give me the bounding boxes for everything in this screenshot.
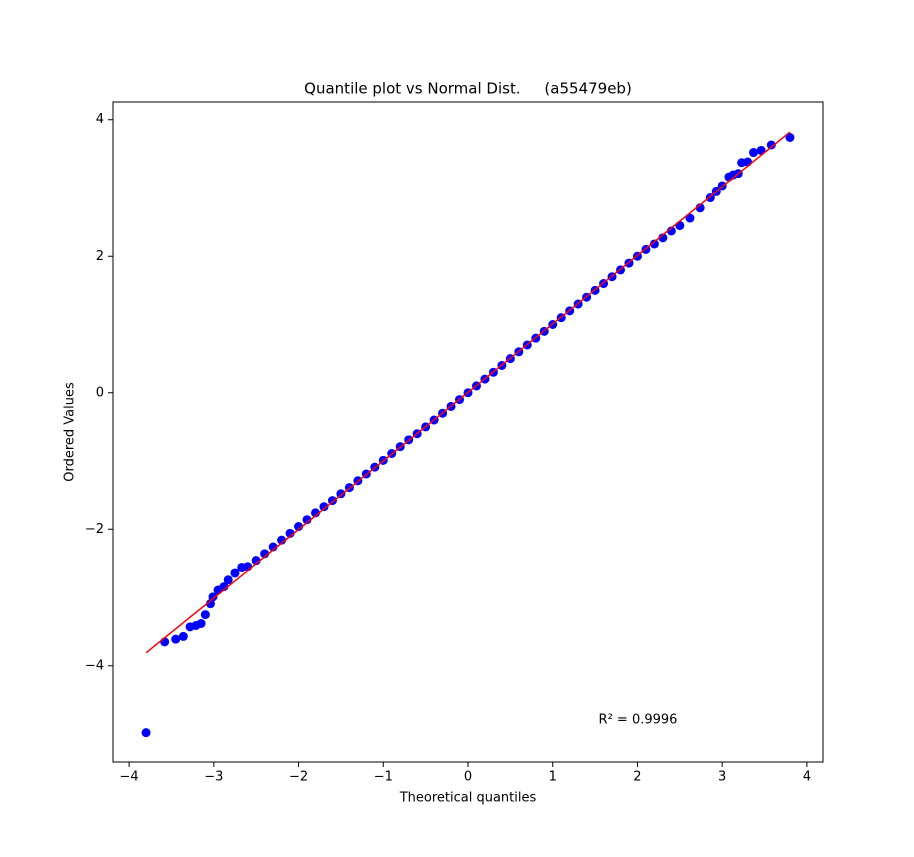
y-tick-label: −4 xyxy=(85,658,104,673)
data-point xyxy=(205,599,215,609)
data-point xyxy=(277,535,287,545)
y-tick-label: 4 xyxy=(96,112,104,127)
data-point xyxy=(785,132,795,142)
data-point xyxy=(658,233,668,243)
y-axis-label: Ordered Values xyxy=(63,382,78,482)
data-point xyxy=(268,542,278,552)
data-point xyxy=(685,213,695,223)
x-axis-label: Theoretical quantiles xyxy=(399,791,537,806)
x-tick-label: 1 xyxy=(549,770,557,785)
x-tick-label: 4 xyxy=(803,770,811,785)
data-point xyxy=(749,148,759,158)
data-point xyxy=(260,549,270,559)
x-tick-label: −1 xyxy=(374,770,393,785)
data-point xyxy=(251,556,261,566)
y-tick-label: 0 xyxy=(96,385,104,400)
data-point xyxy=(141,728,151,738)
x-tick-label: 3 xyxy=(718,770,726,785)
data-point xyxy=(200,610,210,620)
data-point xyxy=(230,568,240,578)
x-tick-label: −4 xyxy=(120,770,139,785)
data-point xyxy=(223,575,233,585)
chart-title: Quantile plot vs Normal Dist. (a55479eb) xyxy=(304,80,632,98)
data-point xyxy=(327,496,337,506)
y-tick-label: 2 xyxy=(96,249,104,264)
data-point xyxy=(675,221,685,231)
x-tick-label: 0 xyxy=(464,770,472,785)
data-point xyxy=(294,522,304,532)
data-point xyxy=(336,489,346,499)
data-point xyxy=(319,502,329,512)
x-tick-label: −2 xyxy=(289,770,308,785)
y-tick-label: −2 xyxy=(85,522,104,537)
data-point xyxy=(160,637,170,647)
data-point xyxy=(208,592,218,602)
x-tick-label: −3 xyxy=(204,770,223,785)
data-point xyxy=(178,631,188,641)
fit-line xyxy=(145,131,791,654)
plot-frame xyxy=(112,101,824,763)
data-point xyxy=(743,157,753,167)
data-point xyxy=(285,528,295,538)
data-point xyxy=(310,508,320,518)
data-point xyxy=(766,140,776,150)
annotation: R² = 0.9996 xyxy=(599,713,678,728)
data-point xyxy=(649,239,659,249)
data-point xyxy=(196,618,206,628)
data-point xyxy=(302,515,312,525)
data-point xyxy=(171,634,181,644)
data-point xyxy=(666,226,676,236)
x-tick-label: 2 xyxy=(633,770,641,785)
